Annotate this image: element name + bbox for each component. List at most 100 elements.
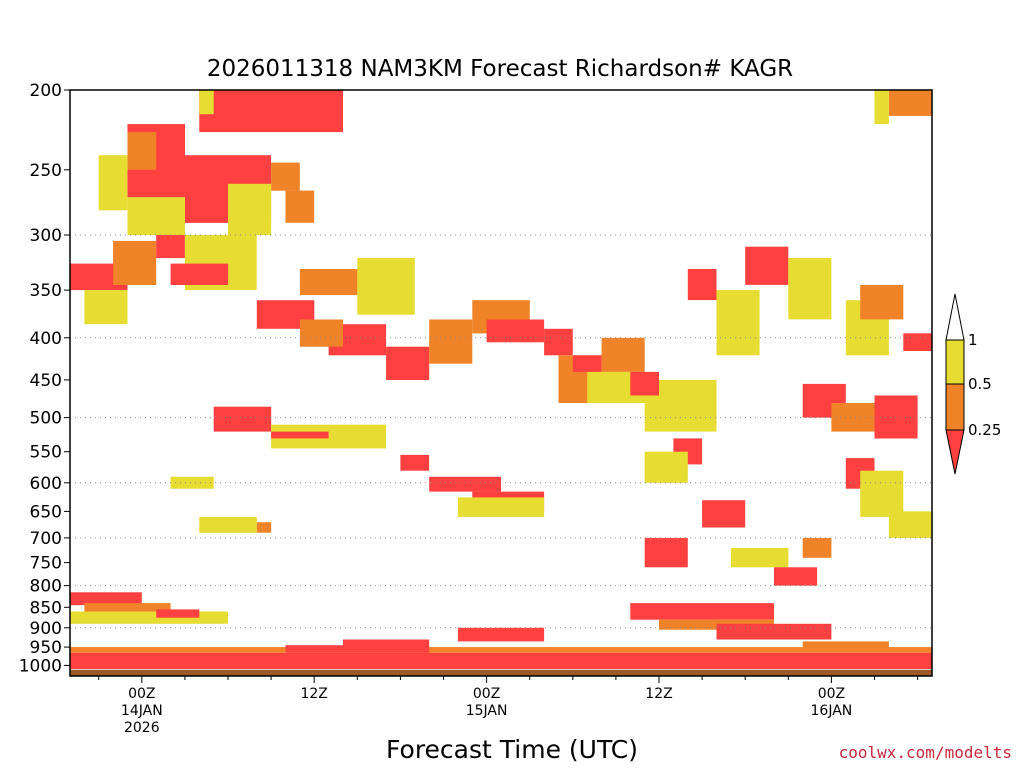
heatmap-cell-50 <box>457 497 545 517</box>
heatmap-cell-7 <box>228 183 272 235</box>
heatmap-cell-33 <box>716 290 760 356</box>
ytick-label-200: 200 <box>30 81 62 101</box>
heatmap-cell-65 <box>84 603 171 612</box>
heatmap-cell-37 <box>831 403 875 432</box>
xtick-label-0-1: 14JAN <box>121 703 163 719</box>
heatmap-cell-73 <box>70 652 932 669</box>
heatmap-cell-55 <box>730 548 789 568</box>
legend-swatch-2 <box>945 383 965 431</box>
heatmap-cell-60 <box>888 511 932 538</box>
legend-swatch-3 <box>945 429 965 475</box>
ytick-label-800: 800 <box>30 577 62 597</box>
legend-swatch-0 <box>945 293 965 341</box>
heatmap-cell-28 <box>572 355 602 372</box>
heatmap-cell-0 <box>199 90 343 133</box>
heatmap-cell-53 <box>702 500 746 528</box>
heatmap-cell-3 <box>127 132 157 170</box>
heatmap-cell-1 <box>199 90 214 115</box>
ytick-label-750: 750 <box>30 554 62 574</box>
ytick-label-900: 900 <box>30 619 62 639</box>
ytick-label-550: 550 <box>30 443 62 463</box>
heatmap-cell-56 <box>774 567 818 586</box>
heatmap-cell-25 <box>544 328 573 356</box>
heatmap-cell-57 <box>802 537 832 558</box>
heatmap-cell-12 <box>113 240 157 285</box>
heatmap-cells <box>70 90 932 669</box>
heatmap-cell-20 <box>299 319 343 347</box>
xtick-label-48-0: 00Z <box>818 686 845 702</box>
heatmap-cell-26 <box>601 337 645 372</box>
heatmap-cell-75 <box>285 645 430 653</box>
xtick-label-24-1: 15JAN <box>466 703 508 719</box>
heatmap-cell-31 <box>630 371 659 396</box>
heatmap-cell-71 <box>716 623 832 640</box>
heatmap-cell-13 <box>156 235 185 259</box>
ytick-label-1000: 1000 <box>19 656 62 676</box>
heatmap-cell-15 <box>170 263 229 285</box>
heatmap-cell-43 <box>903 333 932 351</box>
xtick-label-36-0: 12Z <box>645 686 672 702</box>
ytick-label-350: 350 <box>30 281 62 301</box>
heatmap-cell-34 <box>745 246 789 285</box>
ytick-label-700: 700 <box>30 529 62 549</box>
heatmap-cell-63 <box>256 522 272 533</box>
ytick-label-400: 400 <box>30 329 62 349</box>
ytick-label-650: 650 <box>30 502 62 522</box>
heatmap-cell-42 <box>874 90 889 125</box>
ytick-label-950: 950 <box>30 638 62 658</box>
heatmap-cell-18 <box>357 258 415 315</box>
heatmap-cell-32 <box>687 269 717 301</box>
heatmap-cell-61 <box>170 476 214 489</box>
heatmap-cell-48 <box>429 476 501 492</box>
ytick-label-850: 850 <box>30 598 62 618</box>
heatmap-cell-11 <box>84 290 128 325</box>
heatmap-cell-24 <box>486 319 545 343</box>
heatmap-cell-70 <box>659 619 774 630</box>
ground-band <box>70 669 932 676</box>
heatmap-cell-9 <box>127 197 185 235</box>
x-axis-label: Forecast Time (UTC) <box>386 735 638 764</box>
heatmap-cell-4 <box>98 155 128 211</box>
xtick-label-0-0: 00Z <box>128 686 155 702</box>
heatmap-cell-21 <box>386 346 430 380</box>
heatmap-cell-6 <box>271 162 300 191</box>
heatmap-cell-38 <box>874 395 918 439</box>
credit-text: coolwx.com/modelts <box>839 743 1012 762</box>
ytick-label-600: 600 <box>30 474 62 494</box>
heatmap-cell-17 <box>299 269 358 296</box>
heatmap-cell-59 <box>860 470 904 517</box>
ytick-label-450: 450 <box>30 371 62 391</box>
y-axis: 200 250 300 350 400 450 500 550 600 650 700 750 8008… <box>19 81 70 676</box>
heatmap-cell-40 <box>860 284 904 320</box>
heatmap-cell-68 <box>457 627 545 642</box>
heatmap-cell-22 <box>429 319 473 364</box>
heatmap-cell-8 <box>285 190 315 223</box>
heatmap-cell-54 <box>644 537 688 568</box>
legend-swatch-1 <box>945 339 965 385</box>
ytick-label-250: 250 <box>30 161 62 181</box>
chart-title: 2026011318 NAM3KM Forecast Richardson# K… <box>207 56 793 82</box>
heatmap-cell-67 <box>156 609 200 618</box>
heatmap-cell-52 <box>644 451 688 483</box>
xtick-label-48-1: 16JAN <box>811 703 853 719</box>
ytick-label-300: 300 <box>30 226 62 246</box>
heatmap-cell-44 <box>213 406 272 432</box>
heatmap-cell-64 <box>70 592 142 606</box>
heatmap-cell-35 <box>788 258 832 320</box>
ground-layer <box>70 669 932 676</box>
heatmap-cell-46 <box>271 431 329 439</box>
heatmap-cell-47 <box>400 454 430 471</box>
heatmap-cell-62 <box>199 516 257 533</box>
heatmap-cell-69 <box>630 603 774 620</box>
xtick-label-0-2: 2026 <box>124 720 160 736</box>
ytick-label-500: 500 <box>30 409 62 429</box>
heatmap-cell-41 <box>888 90 932 116</box>
legend-level-1: 0.5 <box>968 375 992 393</box>
xtick-label-24-0: 00Z <box>473 686 500 702</box>
heatmap-cell-72 <box>802 641 889 651</box>
plot-frame <box>69 89 933 677</box>
xtick-label-12-0: 12Z <box>300 686 327 702</box>
heatmap-cell-74 <box>70 647 932 653</box>
